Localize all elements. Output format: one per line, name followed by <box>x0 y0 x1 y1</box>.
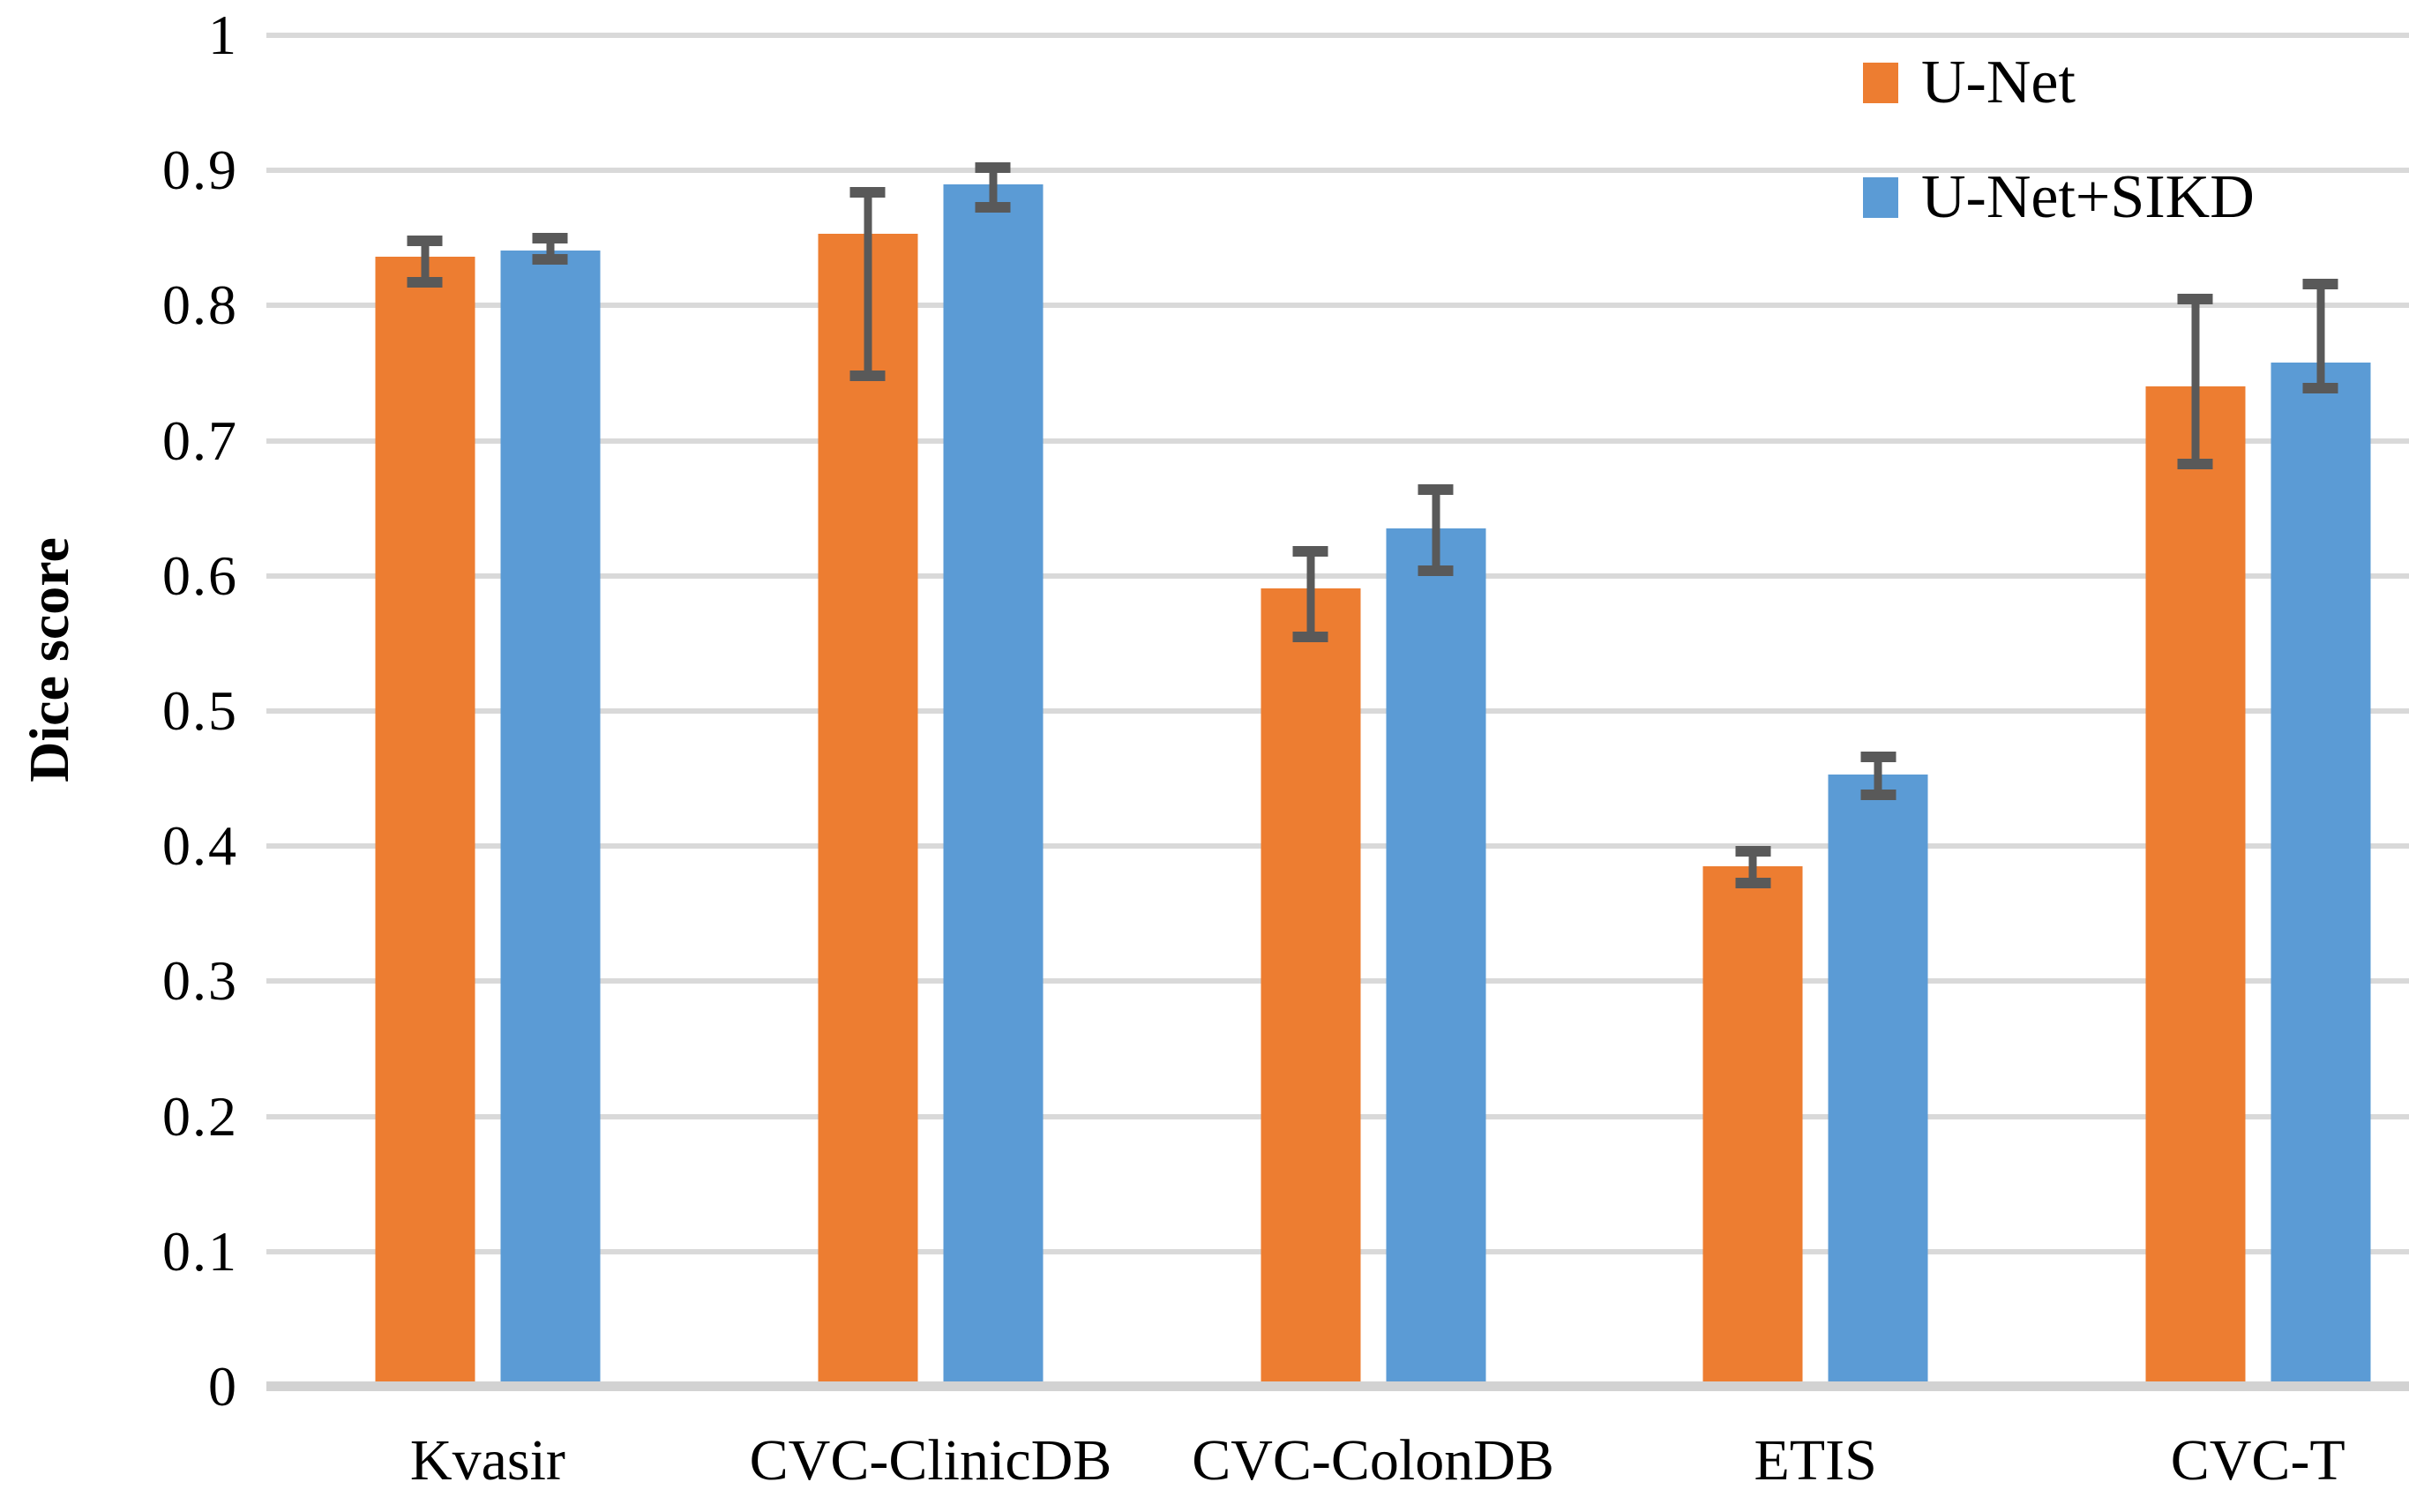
error-bar-cap-top <box>2302 278 2338 289</box>
x-axis-line <box>266 1381 2409 1391</box>
bar-u-net-sikd-cvc-clinicdb <box>943 183 1044 1387</box>
error-bar-line <box>546 237 555 260</box>
bar-u-net-cvc-colondb <box>1261 588 1361 1387</box>
error-bar-line <box>864 191 872 377</box>
y-axis-tick-labels: 0 0.1 0.2 0.3 0.4 0.5 0.6 0.7 0.8 0.9 1 <box>0 4 238 1418</box>
bar-u-net-etis <box>1702 866 1803 1387</box>
error-bar-cap-top <box>407 235 443 246</box>
error-bar-cap-bottom <box>532 254 568 266</box>
bar-group-cvc-colondb <box>1261 35 1486 1387</box>
bar-slot-u-net-cvc-clinicdb <box>818 35 918 1387</box>
error-bar-cap-bottom <box>2177 458 2213 469</box>
error-bar-cap-top <box>849 186 886 198</box>
bar-u-net-kvasir <box>375 257 475 1387</box>
error-bar-line <box>989 168 998 207</box>
y-tick-label-0.6: 0.6 <box>162 543 238 607</box>
y-tick-label-0.2: 0.2 <box>162 1084 238 1148</box>
error-bar-cap-top <box>1860 752 1897 763</box>
legend-entry-u-net-sikd: U-Net+SIKD <box>1863 161 2255 235</box>
error-bar-cap-top <box>975 162 1011 174</box>
error-bar-line <box>2316 283 2325 388</box>
error-bar-line <box>1748 851 1757 883</box>
error-bar-cap-top <box>1292 546 1328 558</box>
legend-swatch-u-net-sikd-icon <box>1863 177 1898 218</box>
error-bar-cap-bottom <box>1292 631 1328 642</box>
y-tick-label-0.8: 0.8 <box>162 273 238 337</box>
bar-u-net-cvc-t <box>2145 386 2246 1387</box>
y-tick-label-0.1: 0.1 <box>162 1219 238 1283</box>
error-bar-line <box>1874 757 1882 795</box>
gridline-0.8 <box>266 303 2409 309</box>
error-bar-cap-bottom <box>2302 382 2338 393</box>
y-tick-label-0.3: 0.3 <box>162 949 238 1013</box>
y-tick-label-0.5: 0.5 <box>162 679 238 742</box>
bar-group-kvasir <box>375 35 601 1387</box>
bar-slot-u-net-sikd-cvc-colondb <box>1386 35 1486 1387</box>
bar-slot-u-net-sikd-cvc-t <box>2271 35 2371 1387</box>
bar-group-etis <box>1702 35 1928 1387</box>
bar-group-cvc-t <box>2145 35 2371 1387</box>
bar-u-net-sikd-kvasir <box>500 250 601 1387</box>
bars-layer <box>266 35 2409 1387</box>
error-bar-cap-bottom <box>1860 789 1897 800</box>
bar-slot-u-net-sikd-etis <box>1828 35 1928 1387</box>
error-bar-cap-top <box>2177 293 2213 304</box>
legend: U-Net U-Net+SIKD <box>1863 46 2255 235</box>
y-tick-label-0.7: 0.7 <box>162 408 238 472</box>
gridline-0.9 <box>266 168 2409 174</box>
error-bar-cap-top <box>1418 483 1454 495</box>
gridline-1 <box>266 33 2409 38</box>
x-category-label-cvc-t: CVC-T <box>2170 1428 2345 1493</box>
bar-slot-u-net-cvc-t <box>2145 35 2246 1387</box>
bar-u-net-cvc-clinicdb <box>818 234 918 1387</box>
y-tick-label-1: 1 <box>208 4 238 66</box>
bar-slot-u-net-kvasir <box>375 35 475 1387</box>
y-tick-label-0.9: 0.9 <box>162 138 238 202</box>
error-bar-cap-top <box>1735 846 1771 857</box>
legend-label-u-net-sikd: U-Net+SIKD <box>1921 163 2255 231</box>
plot-area <box>266 33 2409 1391</box>
error-bar-cap-top <box>532 232 568 243</box>
bar-u-net-sikd-cvc-colondb <box>1386 528 1486 1387</box>
bar-slot-u-net-etis <box>1702 35 1803 1387</box>
error-bar-cap-bottom <box>407 277 443 288</box>
bar-slot-u-net-cvc-colondb <box>1261 35 1361 1387</box>
legend-entry-u-net: U-Net <box>1863 46 2255 120</box>
error-bar-cap-bottom <box>849 371 886 382</box>
error-bar-cap-bottom <box>1418 565 1454 576</box>
gridline-0.6 <box>266 573 2409 579</box>
y-tick-label-0: 0 <box>208 1355 238 1418</box>
bar-slot-u-net-sikd-kvasir <box>500 35 601 1387</box>
bar-group-cvc-clinicdb <box>818 35 1044 1387</box>
legend-label-u-net: U-Net <box>1921 49 2076 116</box>
x-category-label-etis: ETIS <box>1754 1428 1877 1493</box>
gridline-0.7 <box>266 438 2409 444</box>
error-bar-line <box>421 240 430 283</box>
bar-slot-u-net-sikd-cvc-clinicdb <box>943 35 1044 1387</box>
error-bar-cap-bottom <box>975 201 1011 213</box>
bar-u-net-sikd-cvc-t <box>2271 362 2371 1387</box>
y-tick-label-0.4: 0.4 <box>162 814 238 878</box>
error-bar-cap-bottom <box>1735 877 1771 888</box>
x-category-label-cvc-clinicdb: CVC-ClinicDB <box>749 1428 1112 1493</box>
x-category-label-cvc-colondb: CVC-ColonDB <box>1192 1428 1554 1493</box>
x-category-label-kvasir: Kvasir <box>409 1428 565 1493</box>
error-bar-line <box>2191 298 2200 464</box>
error-bar-line <box>1306 551 1315 637</box>
x-axis-category-labels: Kvasir CVC-ClinicDB CVC-ColonDB ETIS CVC-T <box>266 1427 2409 1507</box>
error-bar-line <box>1432 489 1440 571</box>
bar-u-net-sikd-etis <box>1828 775 1928 1387</box>
legend-swatch-u-net-icon <box>1863 63 1898 103</box>
